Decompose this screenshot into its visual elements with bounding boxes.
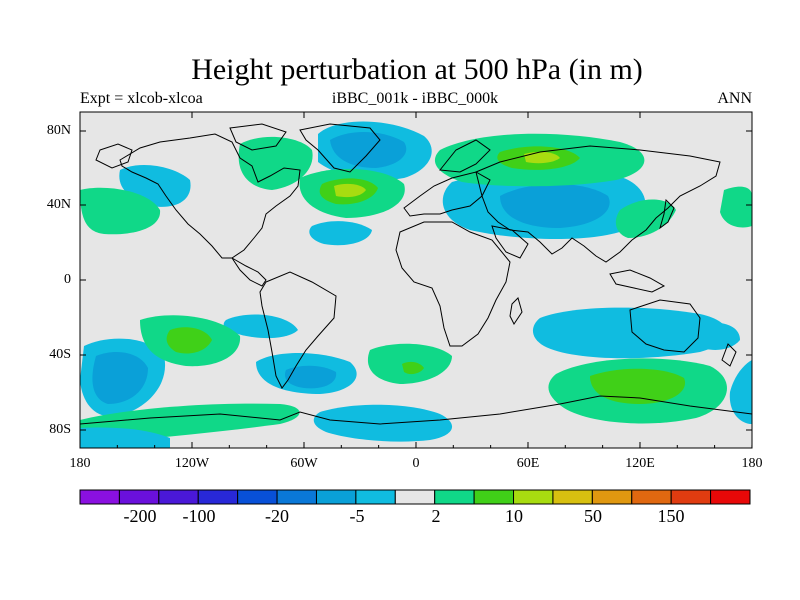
contour-pos-mid-25 bbox=[402, 361, 424, 375]
coast-south-america bbox=[259, 271, 337, 389]
contour-neg-mid-19 bbox=[92, 352, 148, 404]
contour-pos-light-7 bbox=[238, 136, 313, 190]
coast-africa bbox=[395, 221, 511, 347]
contour-neg-light-31 bbox=[313, 404, 453, 442]
contour-neg-mid-2 bbox=[330, 131, 407, 168]
colorbar-swatch-10 bbox=[434, 489, 475, 505]
colorbar-swatch-12 bbox=[513, 489, 554, 505]
lat-label-80s: 80S bbox=[49, 422, 71, 437]
coast-alaska bbox=[95, 143, 133, 169]
contour-pos-light-16 bbox=[720, 186, 752, 228]
colorbar-swatch-6 bbox=[276, 489, 317, 505]
colorbar-label-7: 50 bbox=[584, 506, 602, 526]
contour-pos-light-14 bbox=[80, 187, 161, 235]
map-panel bbox=[79, 111, 753, 449]
colorbar-swatch-9 bbox=[394, 489, 436, 505]
colorbar-label-2: -100 bbox=[182, 506, 216, 526]
colorbar-swatch-2 bbox=[118, 489, 160, 505]
coast-se-asia-islands bbox=[609, 269, 666, 293]
colorbar-swatch-8 bbox=[355, 489, 396, 505]
contour-neg-light-17 bbox=[223, 314, 298, 339]
contour-neg-light-33 bbox=[80, 427, 170, 448]
contour-pos-strong-13 bbox=[334, 183, 366, 198]
contour-pos-strong-10 bbox=[524, 151, 560, 164]
contour-neg-light-27 bbox=[690, 322, 740, 350]
lat-label-80n: 80N bbox=[46, 123, 71, 138]
colorbar-swatch-5 bbox=[237, 489, 278, 505]
coast-australia bbox=[629, 299, 701, 353]
lon-label-180e: 180 bbox=[741, 456, 763, 471]
colorbar-swatch-15 bbox=[631, 489, 672, 505]
contour-pos-mid-21 bbox=[166, 327, 212, 354]
subtitle-right: ANN bbox=[717, 90, 752, 107]
lon-label-0: 0 bbox=[412, 456, 420, 471]
lon-label-180w: 180 bbox=[69, 456, 91, 471]
coast-greenland bbox=[299, 123, 381, 173]
contour-neg-mid-23 bbox=[284, 365, 337, 389]
lat-label-40s: 40S bbox=[49, 347, 71, 362]
coast-central-america bbox=[231, 257, 267, 287]
colorbar-swatch-14 bbox=[591, 489, 633, 505]
colorbar-label-5: 2 bbox=[431, 506, 441, 526]
coast-madagascar bbox=[509, 297, 523, 325]
colorbar-label-3: -20 bbox=[265, 506, 289, 526]
coast-japan bbox=[659, 198, 675, 230]
subtitle-left: Expt = xlcob-xlcoa bbox=[80, 90, 203, 107]
colorbar-label-4: -5 bbox=[349, 506, 365, 526]
lat-label-40n: 40N bbox=[46, 197, 71, 212]
lon-label-120e: 120E bbox=[625, 456, 655, 471]
lon-label-60w: 60W bbox=[290, 456, 318, 471]
colorbar-label-6: 10 bbox=[505, 506, 523, 526]
lon-label-120w: 120W bbox=[174, 456, 210, 471]
subtitle-center: iBBC_001k - iBBC_000k bbox=[331, 90, 499, 107]
colorbar-swatch-13 bbox=[552, 489, 593, 505]
colorbar-swatch-11 bbox=[473, 489, 515, 505]
coast-new-zealand bbox=[721, 343, 737, 367]
coast-arabia bbox=[491, 225, 529, 259]
contour-fields bbox=[80, 121, 752, 448]
contour-neg-light-28 bbox=[729, 360, 752, 424]
coast-arctic-islands bbox=[229, 123, 287, 151]
contour-neg-light-6 bbox=[309, 221, 372, 246]
map-ticks bbox=[79, 112, 753, 448]
colorbar-swatch-1 bbox=[79, 489, 120, 505]
coast-north-america bbox=[119, 133, 301, 259]
contour-neg-light-26 bbox=[532, 307, 727, 359]
colorbar-swatch-3 bbox=[158, 489, 199, 505]
lat-label-0: 0 bbox=[64, 272, 71, 287]
coast-scandinavia bbox=[439, 139, 491, 173]
colorbar bbox=[79, 489, 751, 505]
lon-label-60e: 60E bbox=[516, 456, 540, 471]
colorbar-label-8: 150 bbox=[657, 506, 685, 526]
contour-pos-mid-30 bbox=[590, 368, 686, 404]
contour-pos-light-15 bbox=[615, 199, 676, 238]
coast-antarctica bbox=[80, 395, 752, 425]
colorbar-swatch-16 bbox=[670, 489, 712, 505]
colorbar-swatch-4 bbox=[197, 489, 239, 505]
colorbar-label-1: -200 bbox=[123, 506, 157, 526]
contour-neg-mid-4 bbox=[500, 184, 610, 228]
coast-asia bbox=[475, 145, 721, 263]
colorbar-swatch-7 bbox=[315, 489, 357, 505]
coastlines bbox=[80, 123, 752, 425]
plot-title: Height perturbation at 500 hPa (in m) bbox=[191, 53, 643, 86]
colorbar-swatch-17 bbox=[710, 489, 751, 505]
